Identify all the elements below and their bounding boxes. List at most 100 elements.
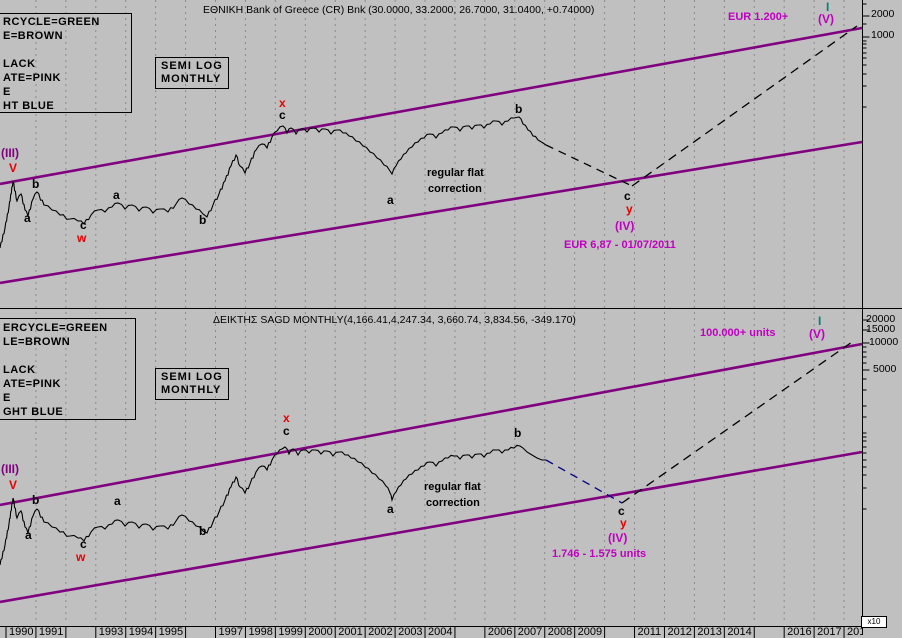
legend-line: ERCYCLE=GREEN: [3, 322, 108, 334]
wave-c1-label: c: [80, 537, 87, 551]
legend-line: LACK: [3, 58, 36, 70]
x-axis-labels: 1990 1991 1993 1994 1995 1997 1998 1999 2000 2001…: [0, 627, 863, 638]
wave-y-label: y: [620, 516, 627, 530]
wave-a2-label: a: [114, 494, 121, 508]
target-units-label: 100.000+ units: [700, 327, 776, 339]
note-correction: correction: [426, 497, 480, 509]
wave-III-label: (III): [1, 146, 19, 160]
target-price-label: EUR 1.200+: [728, 11, 789, 23]
year-label: 2016: [787, 627, 812, 638]
y-axis-value: 5000: [873, 363, 897, 375]
wave-c1-label: c: [80, 218, 87, 232]
legend-line: E: [3, 392, 11, 404]
scale-mode-label: SEMI LOG: [161, 371, 223, 383]
legend-line: E: [3, 86, 11, 98]
year-label: 2000: [308, 627, 333, 638]
top-chart-title: EΘNIKH Bank of Greece (CR) Bnk (30.0000,…: [203, 4, 595, 16]
legend-line: GHT BLUE: [3, 406, 64, 418]
top-scale-box: SEMI LOG MONTHLY: [155, 57, 229, 89]
legend-line: ATE=PINK: [3, 72, 61, 84]
legend-line: [1, 43, 131, 57]
channel-upper-line: [0, 26, 863, 186]
scale-interval-label: MONTHLY: [161, 73, 222, 85]
year-label: 1990: [9, 627, 34, 638]
wave-V-label: V: [9, 478, 18, 492]
wave-V-proj-label: (V): [818, 12, 834, 26]
wave-a3-label: a: [387, 193, 394, 207]
price-series: [0, 444, 546, 566]
wave-a3-label: a: [387, 502, 394, 516]
note-regular-flat: regular flat: [424, 481, 481, 493]
wave-b1-label: b: [32, 177, 40, 191]
wave-c3-label: c: [624, 189, 631, 203]
target-range-label: 1.746 - 1.575 units: [552, 548, 647, 560]
channel-lower-line: [0, 140, 863, 285]
scale-interval-label: MONTHLY: [161, 384, 222, 396]
projection-down-line: [545, 144, 633, 187]
year-label: 1994: [128, 627, 154, 638]
year-label: 2009: [577, 627, 603, 638]
year-label: 2004: [428, 627, 453, 638]
wave-b2-label: b: [199, 524, 207, 538]
scale-mode-label: SEMI LOG: [161, 60, 223, 72]
wave-x-label: x: [279, 96, 286, 110]
wave-IV-label: (IV): [615, 219, 635, 233]
channel-upper-line: [0, 342, 863, 507]
year-label: 2018: [847, 627, 863, 638]
wave-b1-label: b: [32, 493, 40, 507]
y-axis-value: 15000: [866, 323, 896, 335]
year-label: 2003: [398, 627, 423, 638]
wave-b3-label: b: [514, 426, 522, 440]
wave-w-label: w: [77, 231, 87, 245]
price-series: [0, 116, 547, 249]
year-label: 2011: [637, 627, 662, 638]
wave-y-label: y: [626, 202, 633, 216]
wave-IV-label: (IV): [608, 531, 628, 545]
year-label: 2014: [727, 627, 752, 638]
bottom-scale-box: SEMI LOG MONTHLY: [155, 368, 229, 400]
wave-x-label: x: [283, 411, 290, 425]
year-label: 1997: [218, 627, 243, 638]
top-legend-box: RCYCLE=GREEN E=BROWN LACK ATE=PINK E HT BLUE: [0, 13, 132, 113]
axis-multiplier-badge: x10: [861, 616, 887, 628]
year-label: 2012: [667, 627, 692, 638]
legend-line: LE=BROWN: [3, 336, 71, 348]
projection-down-line: [545, 459, 623, 504]
cycle-I-label: I: [818, 314, 822, 328]
wave-a1-label: a: [25, 528, 32, 542]
wave-V-label: V: [9, 161, 18, 175]
note-regular-flat: regular flat: [427, 167, 484, 179]
channel-lower-line: [0, 450, 863, 604]
year-label: 2013: [697, 627, 722, 638]
wave-c3-label: c: [618, 504, 625, 518]
wave-V-proj-label: (V): [809, 327, 825, 341]
legend-line: [1, 349, 135, 363]
wave-c2-label: c: [279, 108, 286, 122]
y-axis-value: 1000: [871, 29, 895, 41]
legend-line: HT BLUE: [3, 100, 55, 112]
wave-b2-label: b: [199, 213, 207, 227]
projection-up-line: [621, 341, 853, 504]
year-label: 1999: [278, 627, 303, 638]
wave-c2-label: c: [283, 424, 290, 438]
year-label: 1995: [158, 627, 184, 638]
target-date-label: EUR 6,87 - 01/07/2011: [564, 239, 676, 251]
wave-b3-label: b: [515, 102, 523, 116]
year-label: 2001: [338, 627, 363, 638]
year-label: 2007: [517, 627, 543, 638]
year-label: 2006: [487, 627, 513, 638]
y-axis-value: 20000: [866, 313, 896, 325]
y-axis-value: 2000: [871, 8, 895, 20]
year-label: 1998: [248, 627, 273, 638]
year-label: 2002: [368, 627, 393, 638]
wave-a1-label: a: [24, 211, 31, 225]
projection-up-line: [631, 25, 858, 187]
bottom-legend-box: ERCYCLE=GREEN LE=BROWN LACK ATE=PINK E GHT BL…: [0, 318, 136, 420]
legend-line: ATE=PINK: [3, 378, 61, 390]
note-correction: correction: [428, 183, 482, 195]
year-label: 2008: [547, 627, 573, 638]
wave-w-label: w: [76, 550, 86, 564]
legend-line: LACK: [3, 364, 36, 376]
